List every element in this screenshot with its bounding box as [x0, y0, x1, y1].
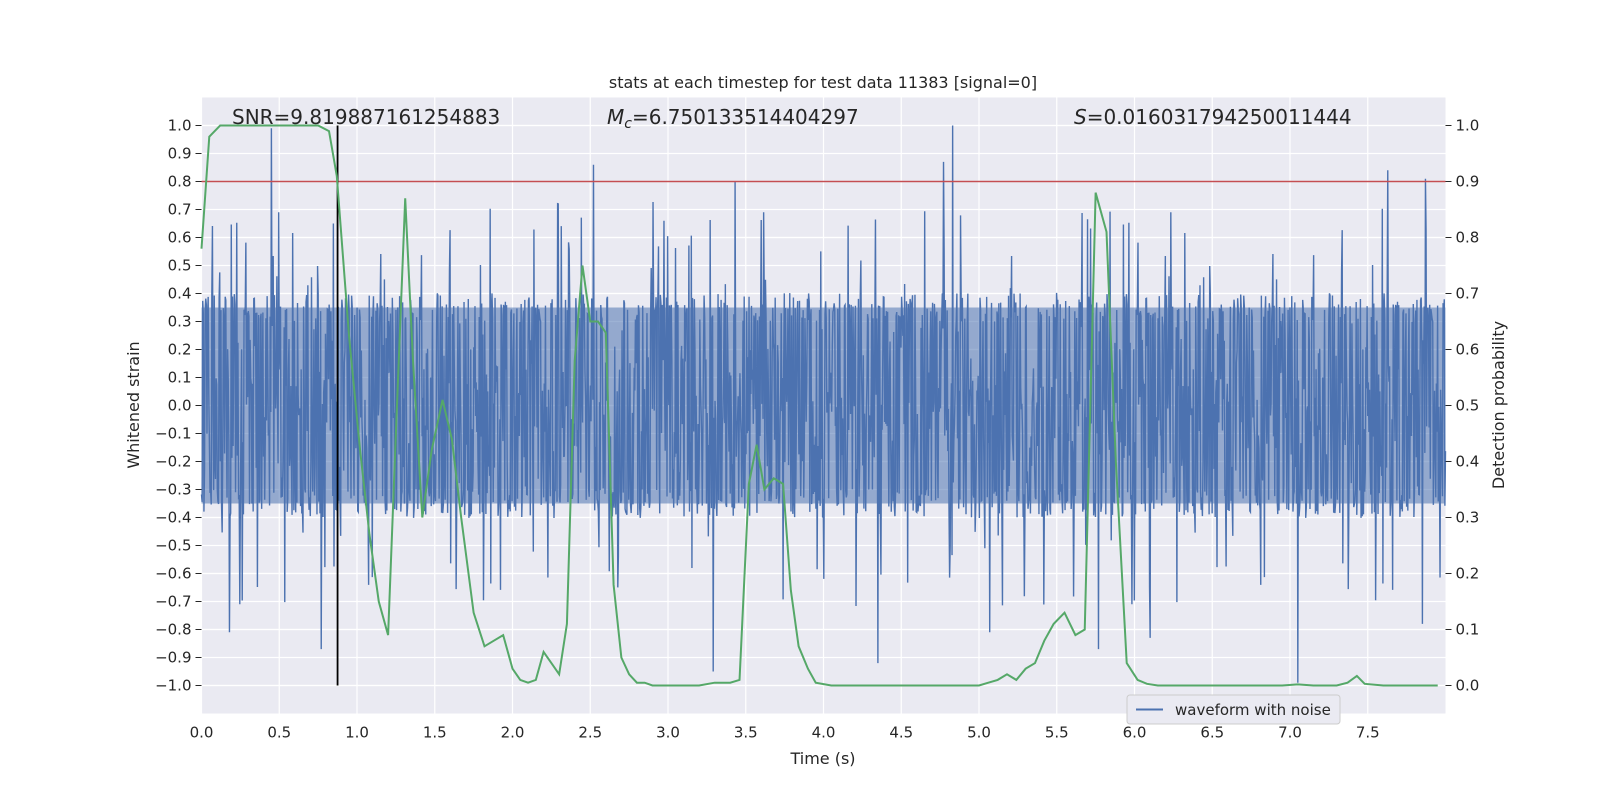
- y-left-tick-label: −0.3: [155, 481, 191, 499]
- y-left-tick-label: −0.2: [155, 453, 191, 471]
- y-right-tick-label: 0.6: [1456, 341, 1480, 359]
- x-tick-label: 6.5: [1200, 724, 1224, 742]
- y-left-tick-label: −0.6: [155, 565, 191, 583]
- y-right-tick-label: 0.5: [1456, 397, 1480, 415]
- legend-box: [1126, 694, 1341, 725]
- y-left-tick-label: 0.2: [168, 341, 192, 359]
- x-tick-label: 7.5: [1356, 724, 1380, 742]
- y-left-tick-label: 0.3: [168, 313, 192, 331]
- y-left-tick-label: 0.4: [168, 285, 192, 303]
- y-right-tick-label: 0.9: [1456, 173, 1480, 191]
- detection-line: [200, 124, 1438, 687]
- y-right-tick-label: 1.0: [1456, 117, 1480, 135]
- y-left-tick-label: 0.8: [168, 173, 192, 191]
- y-right-tick-label: 0.8: [1456, 229, 1480, 247]
- x-tick-label: 4.0: [812, 724, 836, 742]
- snr-annotation: SNR=9.819887161254883: [232, 105, 500, 129]
- y-left-tick-label: 1.0: [168, 117, 192, 135]
- y-right-tick-label: 0.7: [1456, 285, 1480, 303]
- x-tick-label: 2.0: [501, 724, 525, 742]
- x-tick-label: 3.0: [656, 724, 680, 742]
- x-tick-label: 4.5: [889, 724, 913, 742]
- y-axis-left-label: Whitened strain: [124, 341, 143, 468]
- x-tick-label: 5.5: [1045, 724, 1069, 742]
- y-left-tick-label: 0.6: [168, 229, 192, 247]
- y-left-tick-label: −0.7: [155, 593, 191, 611]
- y-left-tick-label: 0.9: [168, 145, 192, 163]
- y-axis-left-ticks: −1.0 −0.9 −0.8 −0.7 −0.6 −0.5 −0.4 −0.3 −0.2 −0.1…: [155, 117, 202, 695]
- legend: waveform with noise: [1126, 694, 1341, 725]
- y-left-tick-label: 0.1: [168, 369, 192, 387]
- legend-label: waveform with noise: [1175, 701, 1331, 719]
- y-right-tick-label: 0.2: [1456, 565, 1480, 583]
- y-left-tick-label: −0.1: [155, 425, 191, 443]
- y-left-tick-label: −0.4: [155, 509, 191, 527]
- y-left-tick-label: 0.0: [168, 397, 192, 415]
- x-tick-label: 0.5: [267, 724, 291, 742]
- waveform-core: [201, 307, 1446, 504]
- waveform-series: [200, 125, 1447, 683]
- y-left-tick-label: −0.8: [155, 621, 191, 639]
- y-right-tick-label: 0.4: [1456, 453, 1480, 471]
- s-annotation: S=0.016031794250011444: [1074, 105, 1352, 129]
- x-axis-ticks: 0.0 0.5 1.0 1.5 2.0 2.5 3.0 3.5 4.0 4.5 5.0 5.5 6.0 6…: [190, 724, 1380, 742]
- x-tick-label: 0.0: [190, 724, 214, 742]
- x-tick-label: 1.5: [423, 724, 447, 742]
- y-left-tick-label: −1.0: [155, 677, 191, 695]
- y-right-tick-label: 0.0: [1456, 677, 1480, 695]
- x-tick-label: 1.0: [345, 724, 369, 742]
- y-left-tick-label: 0.5: [168, 257, 192, 275]
- y-axis-right-ticks: 0.0 0.1 0.2 0.3 0.4 0.5 0.6 0.7 0.8 0.9 1.0: [1445, 117, 1480, 695]
- y-right-tick-label: 0.1: [1456, 621, 1480, 639]
- mc-annotation: Mc=6.750133514404297: [607, 105, 859, 132]
- y-right-tick-label: 0.3: [1456, 509, 1480, 527]
- x-tick-label: 2.5: [578, 724, 602, 742]
- y-left-tick-label: −0.9: [155, 649, 191, 667]
- x-axis-label: Time (s): [789, 749, 855, 768]
- chart-title: stats at each timestep for test data 113…: [609, 73, 1037, 92]
- y-left-tick-label: −0.5: [155, 537, 191, 555]
- y-left-tick-label: 0.7: [168, 201, 192, 219]
- x-tick-label: 7.0: [1278, 724, 1302, 742]
- x-tick-label: 5.0: [967, 724, 991, 742]
- x-tick-label: 6.0: [1123, 724, 1147, 742]
- x-tick-label: 3.5: [734, 724, 758, 742]
- y-axis-right-label: Detection probability: [1489, 321, 1508, 489]
